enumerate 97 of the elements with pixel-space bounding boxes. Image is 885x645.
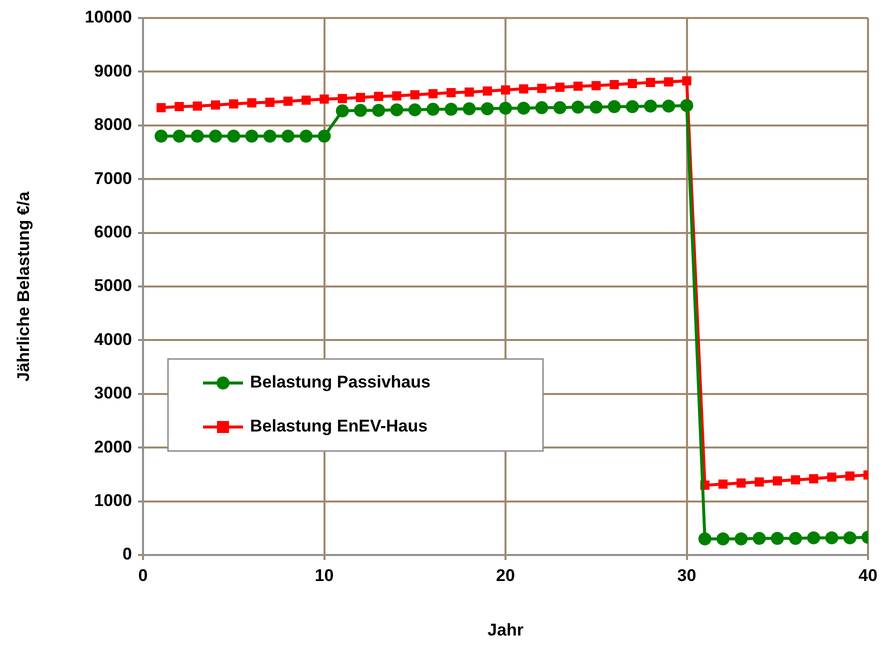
point — [318, 130, 331, 143]
point — [825, 531, 838, 544]
point — [790, 475, 800, 484]
point — [752, 532, 766, 545]
point — [374, 92, 384, 101]
y-tick-label: 7000 — [94, 168, 132, 188]
point — [809, 474, 818, 484]
x-axis-title: Jahr — [488, 620, 524, 640]
point — [573, 82, 583, 91]
y-tick-label: 4000 — [94, 330, 132, 349]
point — [462, 102, 476, 116]
y-tick-label: 8000 — [94, 115, 132, 134]
y-tick-label: 6000 — [94, 222, 132, 242]
point — [227, 130, 240, 143]
y-tick-label: 1000 — [94, 490, 132, 510]
point — [608, 100, 621, 114]
y-tick-label: 2000 — [94, 437, 132, 456]
point — [718, 480, 728, 489]
point — [590, 100, 603, 114]
point — [499, 102, 512, 115]
point — [519, 84, 528, 94]
point — [716, 532, 730, 546]
point — [664, 77, 674, 86]
y-tick-label: 9000 — [94, 61, 132, 80]
point — [572, 100, 584, 114]
y-tick-label: 0 — [122, 544, 132, 564]
point — [698, 532, 712, 546]
point — [354, 104, 367, 117]
x-tick-label: 0 — [138, 566, 148, 585]
point — [682, 76, 692, 86]
point — [736, 478, 746, 488]
point — [843, 531, 856, 544]
point — [282, 130, 294, 143]
point — [209, 130, 222, 143]
y-tick-label: 3000 — [94, 384, 132, 403]
point — [410, 90, 420, 100]
point — [265, 98, 274, 107]
point — [772, 476, 782, 486]
point — [754, 477, 764, 487]
point — [480, 102, 494, 116]
point — [464, 88, 474, 97]
point — [245, 130, 258, 143]
point — [336, 104, 349, 118]
point — [482, 86, 492, 96]
point — [174, 102, 184, 112]
point — [229, 99, 238, 109]
point — [446, 88, 456, 98]
y-axis-title: Jährliche Belastung €/a — [14, 191, 33, 382]
point — [500, 85, 510, 95]
point — [537, 84, 546, 93]
point — [372, 104, 386, 117]
x-tick-label: 30 — [677, 566, 696, 585]
legend-label: Belastung Passivhaus — [250, 372, 430, 392]
point — [444, 102, 458, 116]
point — [210, 100, 220, 110]
point — [192, 101, 202, 111]
point — [320, 94, 329, 104]
point — [610, 80, 619, 90]
point — [356, 92, 366, 102]
point — [300, 130, 313, 143]
point — [535, 101, 548, 114]
point — [807, 531, 820, 544]
point — [426, 102, 440, 116]
point — [626, 100, 639, 114]
point — [553, 101, 566, 114]
point — [390, 103, 404, 116]
point — [592, 81, 601, 90]
point — [190, 130, 204, 143]
point — [628, 78, 637, 88]
point — [338, 94, 347, 104]
point — [247, 98, 256, 108]
point — [734, 532, 748, 546]
point — [770, 532, 784, 545]
point — [555, 82, 564, 92]
x-tick-label: 10 — [314, 566, 334, 585]
point — [680, 99, 694, 112]
point — [644, 100, 657, 113]
y-tick-label: 10000 — [84, 8, 132, 27]
point — [263, 130, 276, 143]
x-tick-label: 40 — [858, 566, 878, 585]
point — [283, 96, 293, 106]
point — [827, 472, 836, 482]
point — [845, 471, 854, 481]
point — [156, 103, 166, 112]
x-tick-label: 20 — [496, 566, 515, 585]
point — [172, 130, 186, 143]
point — [789, 532, 802, 545]
point — [408, 103, 422, 116]
legend-label: Belastung EnEV-Haus — [250, 416, 428, 436]
point — [517, 102, 530, 115]
point — [392, 91, 402, 100]
point — [302, 96, 311, 105]
y-tick-label: 5000 — [94, 276, 132, 296]
point — [154, 130, 168, 143]
point — [428, 89, 438, 98]
point — [646, 78, 656, 88]
point — [662, 100, 676, 113]
